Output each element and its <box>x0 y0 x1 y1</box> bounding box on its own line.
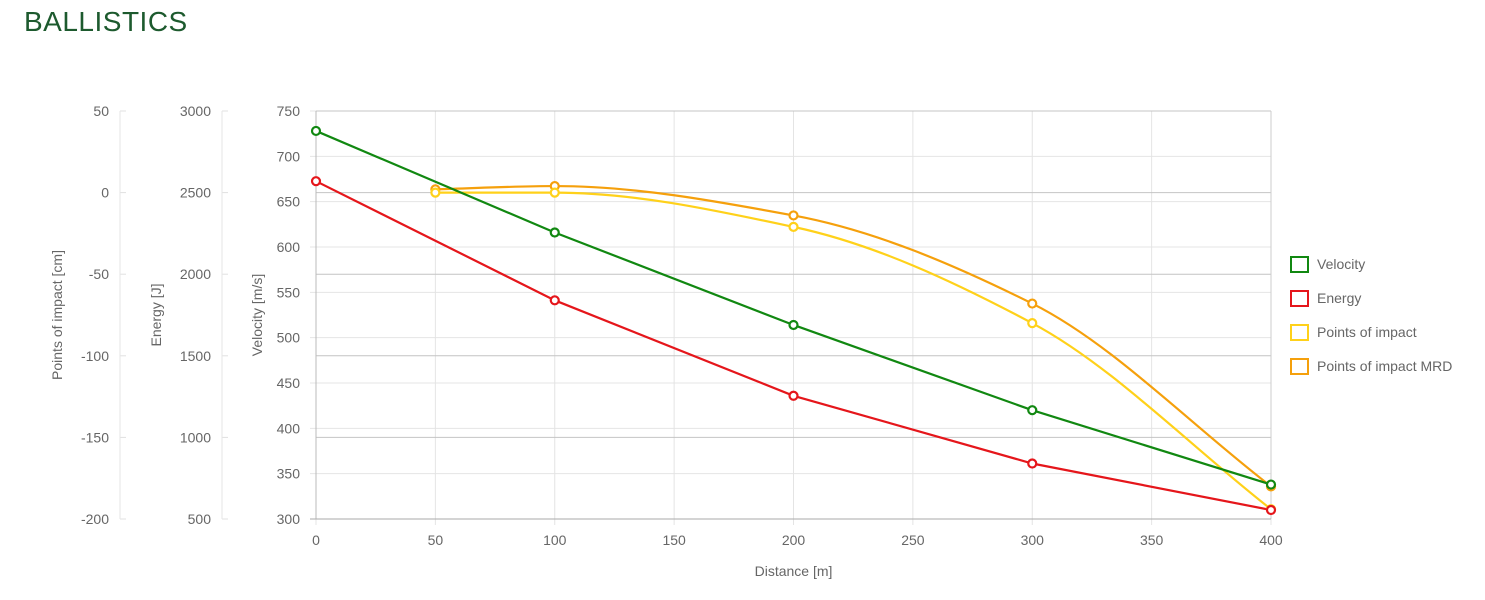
energy-tick-label: 3000 <box>180 103 211 119</box>
x-tick-label: 0 <box>312 532 320 548</box>
velocity-point <box>549 227 560 238</box>
x-tick-label: 50 <box>428 532 444 548</box>
energy-tick-label: 1500 <box>180 348 211 364</box>
legend: Velocity Energy Points of impact Points of … <box>1290 256 1452 375</box>
velocity-point <box>310 125 322 137</box>
series-points <box>310 125 1277 516</box>
energy-point <box>1265 504 1277 516</box>
energy-legend-swatch <box>1290 290 1309 307</box>
poi-tick-label: -150 <box>81 429 109 445</box>
velocity-point <box>788 319 799 331</box>
velocity-tick-label: 500 <box>277 330 301 346</box>
points-of-impact-legend-label: Points of impact <box>1317 324 1417 340</box>
velocity-point <box>1265 479 1277 490</box>
velocity-tick-label: 550 <box>277 284 301 300</box>
points-of-impact-point <box>788 221 799 232</box>
velocity-tick-label: 650 <box>277 194 301 210</box>
velocity-tick-label: 600 <box>277 239 301 255</box>
points-of-impact-line <box>435 191 1272 511</box>
velocity-axis-title: Velocity [m/s] <box>249 274 265 356</box>
poi-tick-label: 50 <box>93 103 109 119</box>
x-tick-label: 250 <box>901 532 925 548</box>
energy-point <box>549 295 560 306</box>
points-of-impact-mrd-point <box>1027 298 1038 309</box>
x-axis-title: Distance [m] <box>755 563 833 579</box>
velocity-tick-label: 450 <box>277 375 301 391</box>
page-title: BALLISTICS <box>24 6 188 37</box>
points-of-impact-point <box>549 187 560 198</box>
poi-tick-label: 0 <box>101 185 109 201</box>
x-tick-label: 150 <box>662 532 686 548</box>
x-tick-label: 100 <box>543 532 567 548</box>
poi-tick-label: -100 <box>81 348 109 364</box>
energy-tick-label: 2500 <box>180 185 211 201</box>
energy-tick-label: 1000 <box>180 429 211 445</box>
poi-axis-title: Points of impact [cm] <box>49 250 65 380</box>
velocity-legend-label: Velocity <box>1317 256 1365 272</box>
x-tick-label: 300 <box>1021 532 1045 548</box>
velocity-tick-label: 350 <box>277 466 301 482</box>
x-tick-label: 350 <box>1140 532 1164 548</box>
x-tick-label: 400 <box>1259 532 1283 548</box>
energy-point <box>310 176 322 187</box>
points-of-impact-mrd-legend-swatch <box>1290 358 1309 375</box>
x-tick-label: 200 <box>782 532 806 548</box>
velocity-tick-label: 700 <box>277 148 301 164</box>
poi-tick-label: -200 <box>81 511 109 527</box>
velocity-tick-label: 300 <box>277 511 301 527</box>
energy-tick-label: 500 <box>188 511 212 527</box>
poi-tick-label: -50 <box>89 266 109 282</box>
energy-tick-label: 2000 <box>180 266 211 282</box>
points-of-impact-mrd-point <box>788 210 799 221</box>
velocity-point <box>1027 405 1038 416</box>
points-of-impact-legend-swatch <box>1290 324 1309 341</box>
velocity-tick-label: 750 <box>277 103 301 119</box>
energy-axis-title: Energy [J] <box>148 283 164 346</box>
points-of-impact-mrd-legend-label: Points of impact MRD <box>1317 358 1452 374</box>
points-of-impact-point <box>430 187 441 198</box>
velocity-legend-swatch <box>1290 256 1309 273</box>
energy-legend-label: Energy <box>1317 290 1361 306</box>
grid-lines <box>310 110 1272 525</box>
energy-point <box>788 390 799 401</box>
points-of-impact-mrd-line <box>435 184 1272 488</box>
energy-point <box>1027 458 1038 469</box>
velocity-tick-label: 400 <box>277 420 301 436</box>
axes: 0 50 100 150 200 250 300 350 4003003504004505005… <box>49 103 1283 579</box>
points-of-impact-point <box>1027 318 1038 329</box>
